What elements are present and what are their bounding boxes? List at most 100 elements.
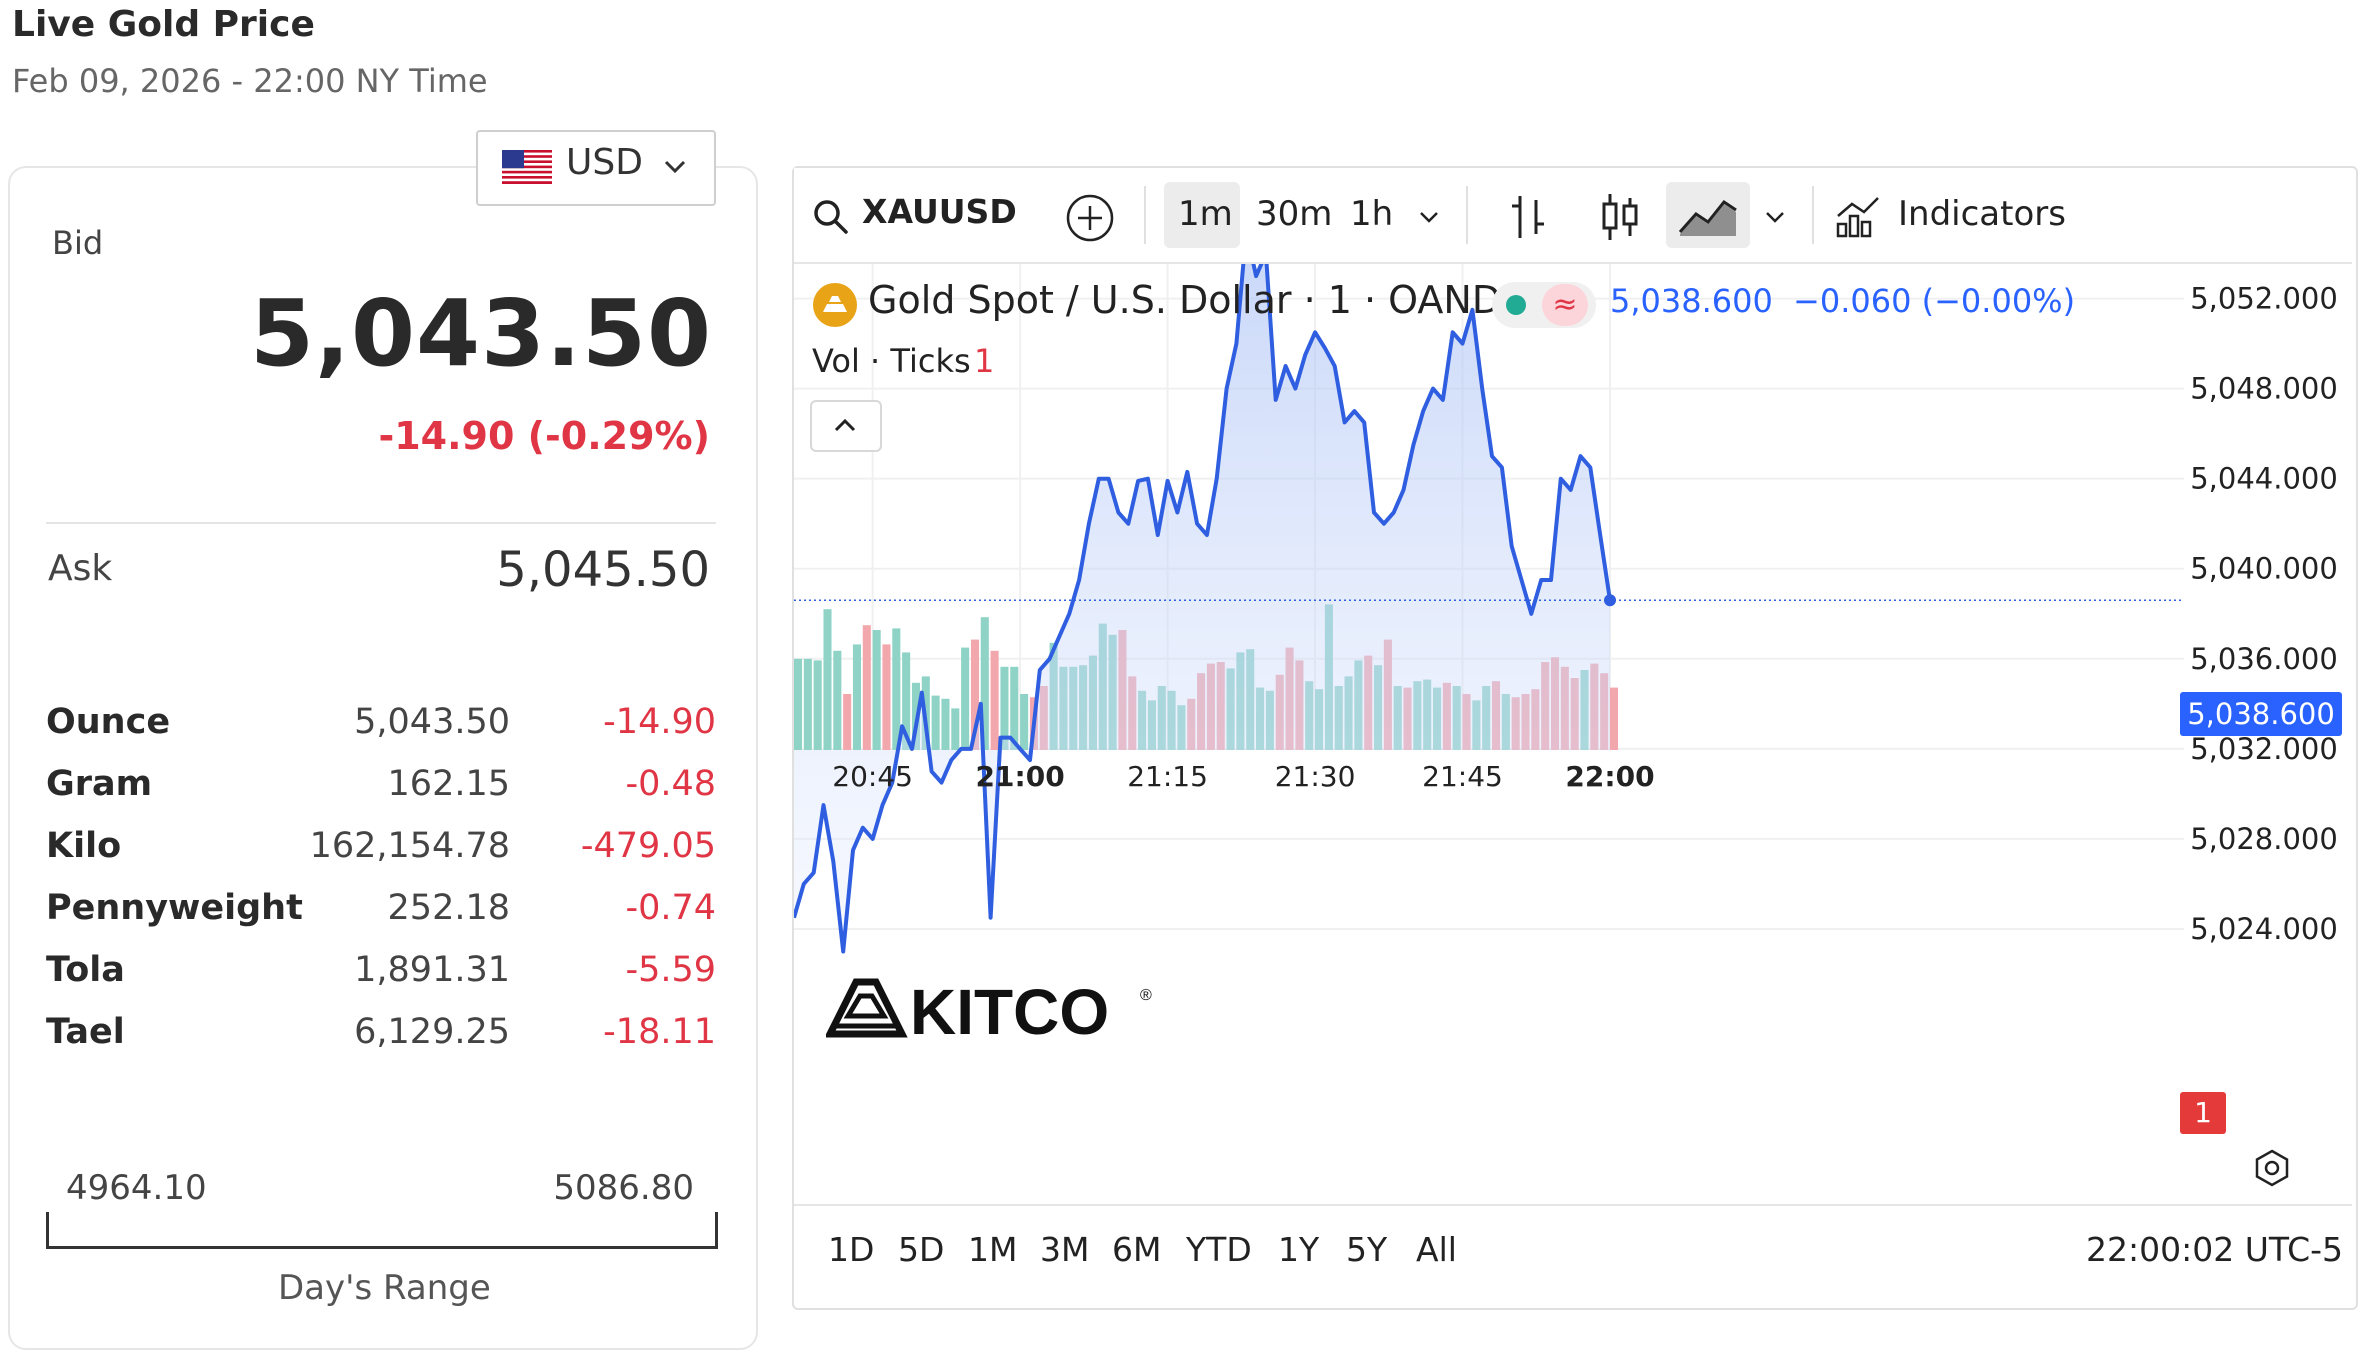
add-symbol-button[interactable] (1064, 192, 1116, 244)
y-tick-label: 5,032.000 (2190, 732, 2338, 766)
volume-bar (931, 695, 940, 750)
y-tick-label: 5,036.000 (2190, 642, 2338, 676)
bar-chart-icon[interactable] (1506, 192, 1550, 242)
chart-footer-divider (794, 1204, 2352, 1206)
day-range-label: Day's Range (278, 1268, 491, 1308)
interval-1m-button[interactable]: 1m (1164, 182, 1240, 248)
volume-bar (823, 609, 832, 750)
bid-label: Bid (52, 224, 104, 262)
ask-value: 5,045.50 (496, 542, 710, 598)
period-6m-button[interactable]: 6M (1112, 1230, 1162, 1269)
period-ytd-button[interactable]: YTD (1186, 1230, 1252, 1269)
search-icon (814, 200, 848, 234)
x-tick-label: 21:45 (1422, 760, 1503, 793)
volume-bar (951, 708, 960, 750)
unit-name: Ounce (46, 702, 171, 742)
us-flag-icon (502, 150, 552, 184)
interval-1h-button[interactable]: 1h (1350, 194, 1394, 234)
volume-bar (941, 698, 950, 750)
bid-change: -14.90 (-0.29%) (378, 414, 710, 458)
chevron-up-icon (834, 418, 856, 432)
unit-row: Kilo 162,154.78 -479.05 (46, 826, 716, 882)
volume-legend-label: Vol · Ticks (812, 342, 971, 380)
day-range-bar (46, 1212, 718, 1249)
y-tick-label: 5,048.000 (2190, 372, 2338, 406)
kitco-logo-text: KITCO (910, 976, 1109, 1040)
page-subtitle: Feb 09, 2026 - 22:00 NY Time (12, 62, 488, 100)
unit-price: 252.18 (387, 888, 510, 928)
unit-row: Gram 162.15 -0.48 (46, 764, 716, 820)
market-open-icon (1506, 295, 1526, 315)
volume-bar (1010, 666, 1019, 750)
area-chart-button[interactable] (1666, 182, 1750, 248)
period-all-button[interactable]: All (1416, 1230, 1457, 1269)
chart-toolbar: XAUUSD 1m 30m 1h (794, 168, 2352, 264)
interval-30m-button[interactable]: 30m (1256, 194, 1333, 234)
unit-change: -5.59 (625, 950, 716, 990)
legend-title: Gold Spot / U.S. Dollar · 1 · OANDA (868, 278, 1527, 322)
period-3m-button[interactable]: 3M (1040, 1230, 1090, 1269)
kitco-logo: KITCO ® (826, 976, 1152, 1040)
unit-change: -0.48 (625, 764, 716, 804)
unit-price: 1,891.31 (354, 950, 510, 990)
period-5d-button[interactable]: 5D (898, 1230, 945, 1269)
last-price-dot (1604, 594, 1616, 607)
unit-price: 5,043.50 (354, 702, 510, 742)
currency-label: USD (566, 142, 643, 183)
unit-name: Tael (46, 1012, 125, 1052)
day-range-high: 5086.80 (553, 1168, 694, 1208)
volume-bar (1609, 687, 1619, 750)
unit-price: 162,154.78 (309, 826, 510, 866)
volume-bar (1020, 694, 1029, 750)
legend-status-pill[interactable]: ≈ (1492, 282, 1596, 328)
symbol-search[interactable]: XAUUSD (812, 182, 1017, 246)
collapse-legend-button[interactable] (810, 400, 882, 452)
y-tick-label: 5,052.000 (2190, 282, 2338, 316)
unit-change: -18.11 (603, 1012, 716, 1052)
day-range-low: 4964.10 (66, 1168, 207, 1208)
unit-row: Pennyweight 252.18 -0.74 (46, 888, 716, 944)
page-title: Live Gold Price (12, 4, 315, 45)
volume-bar (980, 617, 989, 750)
x-tick-label: 22:00 (1565, 760, 1654, 793)
unit-row: Ounce 5,043.50 -14.90 (46, 702, 716, 758)
x-tick-label: 21:00 (976, 760, 1065, 793)
indicators-icon (1836, 197, 1879, 238)
candlestick-icon[interactable] (1598, 190, 1642, 244)
chart-type-dropdown-icon[interactable] (1764, 206, 1786, 228)
unit-row: Tael 6,129.25 -18.11 (46, 1012, 716, 1068)
unit-row: Tola 1,891.31 -5.59 (46, 950, 716, 1006)
indicators-label: Indicators (1898, 194, 2066, 234)
interval-dropdown-icon[interactable] (1418, 206, 1440, 228)
currency-select[interactable]: USD (476, 130, 716, 206)
volume-bar (794, 658, 803, 750)
indicators-button[interactable]: Indicators (1834, 182, 2074, 248)
y-tick-label: 5,024.000 (2190, 912, 2338, 946)
unit-price: 6,129.25 (354, 1012, 510, 1052)
period-1y-button[interactable]: 1Y (1278, 1230, 1320, 1269)
unit-name: Pennyweight (46, 888, 303, 928)
volume-bar (961, 647, 970, 750)
period-1m-button[interactable]: 1M (968, 1230, 1018, 1269)
y-tick-label: 5,044.000 (2190, 462, 2338, 496)
chart-clock: 22:00:02 UTC-5 (2086, 1230, 2344, 1269)
settings-icon[interactable] (2252, 1148, 2292, 1188)
unit-name: Gram (46, 764, 153, 804)
volume-tag: 1 (2180, 1092, 2226, 1134)
legend-price: 5,038.600 −0.060 (−0.00%) (1610, 282, 2075, 320)
bid-value: 5,043.50 (250, 280, 712, 387)
symbol-label: XAUUSD (862, 192, 1017, 231)
period-5y-button[interactable]: 5Y (1346, 1230, 1388, 1269)
current-price-tag: 5,038.600 (2180, 692, 2342, 736)
volume-bar (843, 694, 852, 750)
volume-bar (882, 644, 891, 750)
y-tick-label: 5,028.000 (2190, 822, 2338, 856)
volume-bar (1000, 666, 1009, 750)
volume-bar (872, 630, 881, 750)
x-tick-label: 21:15 (1127, 760, 1208, 793)
price-chart[interactable]: 5,056.0005,052.0005,048.0005,044.0005,04… (794, 264, 2352, 1144)
price-panel (8, 166, 758, 1350)
period-1d-button[interactable]: 1D (828, 1230, 875, 1269)
chevron-down-icon (664, 160, 686, 174)
interval-label: 1m (1178, 194, 1233, 234)
